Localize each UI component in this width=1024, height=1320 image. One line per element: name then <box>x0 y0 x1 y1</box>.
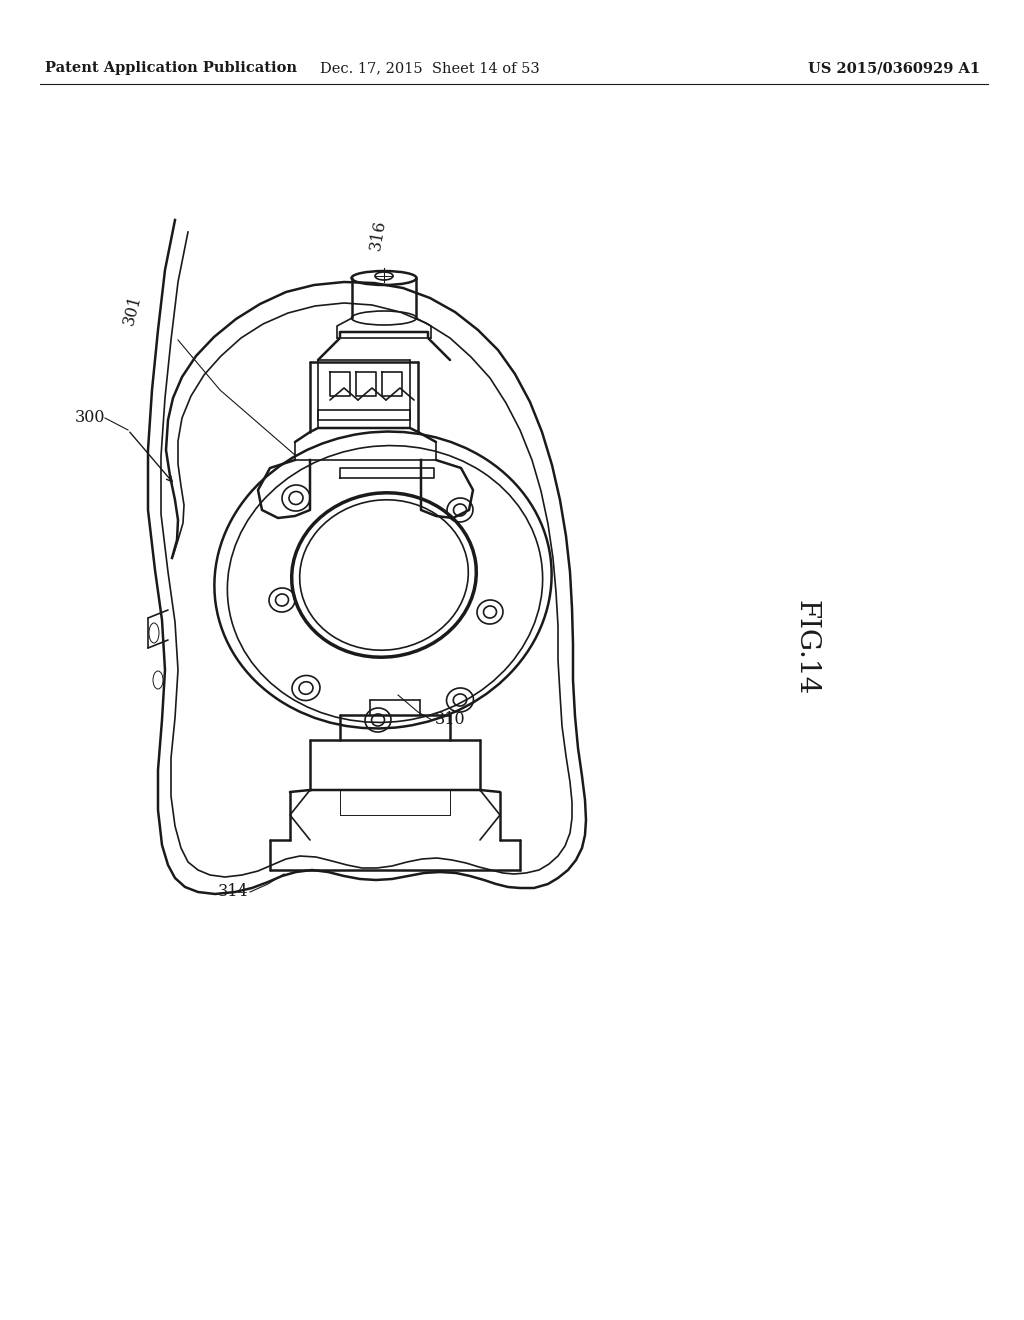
Text: 300: 300 <box>75 409 105 426</box>
Text: Patent Application Publication: Patent Application Publication <box>45 61 297 75</box>
Text: 316: 316 <box>367 219 389 252</box>
Text: US 2015/0360929 A1: US 2015/0360929 A1 <box>808 61 980 75</box>
Text: 314: 314 <box>217 883 248 900</box>
Text: Dec. 17, 2015  Sheet 14 of 53: Dec. 17, 2015 Sheet 14 of 53 <box>321 61 540 75</box>
Text: 301: 301 <box>121 293 145 327</box>
Text: 310: 310 <box>435 711 466 729</box>
Text: FIG.14: FIG.14 <box>793 601 819 696</box>
